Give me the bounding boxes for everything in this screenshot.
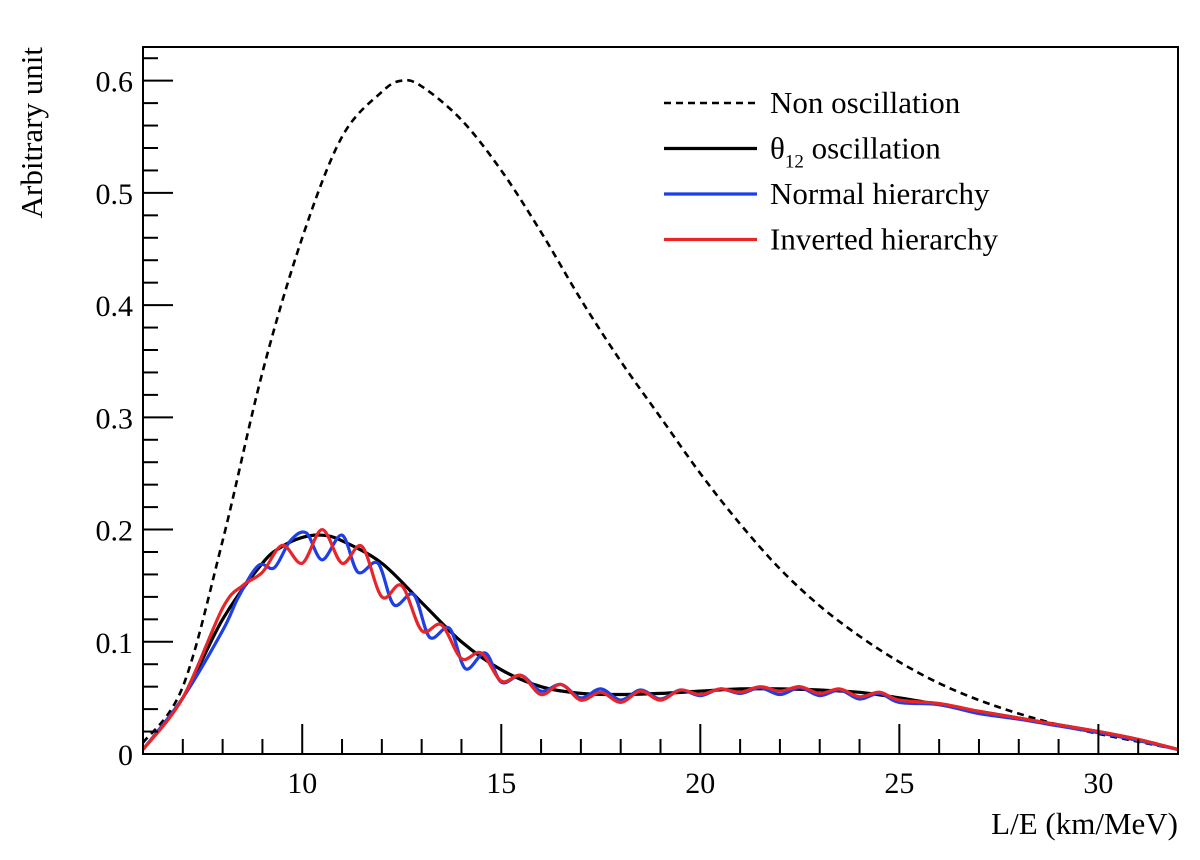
y-tick-label: 0.2 [96, 515, 134, 548]
legend-label-inverted-hierarchy: Inverted hierarchy [770, 222, 999, 257]
y-tick-label: 0 [118, 739, 133, 772]
plot-curves [143, 78, 1178, 752]
x-tick-label: 15 [486, 767, 516, 800]
y-tick-label: 0.1 [96, 627, 134, 660]
x-tick-label: 30 [1083, 767, 1113, 800]
legend-label-non-oscillation: Non oscillation [770, 85, 961, 120]
x-tick-label: 10 [287, 767, 317, 800]
y-axis-label: Arbitrary unit [14, 47, 49, 219]
x-tick-label: 25 [884, 767, 914, 800]
legend-label-12-oscillation: θ12 oscillation [770, 131, 941, 173]
x-axis-label: L/E (km/MeV) [991, 806, 1178, 841]
y-tick-label: 0.4 [96, 290, 134, 323]
series-line-normal-hierarchy [143, 530, 1178, 752]
axis-ticks [142, 57, 1179, 755]
y-tick-label: 0.3 [96, 402, 134, 435]
y-tick-label: 0.6 [96, 66, 134, 99]
legend-label-normal-hierarchy: Normal hierarchy [770, 176, 990, 211]
series-line-non-oscillation [143, 78, 1178, 751]
x-tick-label: 20 [685, 767, 715, 800]
series-line-inverted-hierarchy [143, 527, 1178, 752]
plot-frame [142, 46, 1179, 755]
axis-tick-labels: 10 15 20 25 30 0 0.1 0.2 0.3 0.4 0.5 0.6 [96, 66, 1114, 800]
y-tick-label: 0.5 [96, 178, 134, 211]
